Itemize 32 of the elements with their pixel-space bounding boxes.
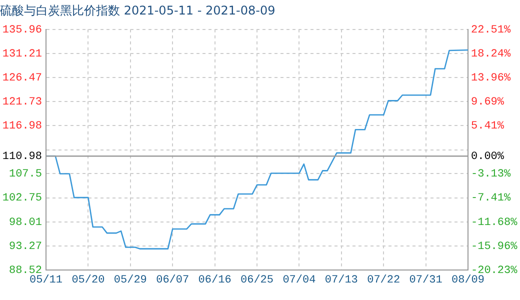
x-tick-label: 05/20 <box>72 274 105 287</box>
x-tick-label: 05/29 <box>114 274 147 287</box>
y-tick-label: 121.73 <box>2 96 42 108</box>
y-tick-label: 131.21 <box>2 48 42 60</box>
x-tick-label: 06/16 <box>198 274 232 287</box>
y2-tick-label: 9.69% <box>471 96 504 108</box>
x-tick-label: 06/07 <box>156 274 190 287</box>
x-tick-label: 07/31 <box>409 274 443 287</box>
y2-tick-label: 18.24% <box>471 48 512 60</box>
y-tick-label: 98.01 <box>8 216 42 229</box>
chart-title: 硫酸与白炭黑比价指数 2021-05-11 - 2021-08-09 <box>0 3 276 18</box>
y-tick-label: 116.98 <box>2 120 42 133</box>
y-tick-label: 93.27 <box>8 240 42 253</box>
x-tick-label: 07/13 <box>324 274 358 287</box>
y2-tick-label: -7.41% <box>471 192 512 205</box>
x-tick-label: 06/25 <box>240 274 274 287</box>
y-tick-label: 107.5 <box>8 168 42 181</box>
y2-tick-label: -11.68% <box>471 216 518 229</box>
x-tick-label: 05/11 <box>29 274 63 287</box>
y2-tick-label: 5.41% <box>471 120 504 133</box>
y2-tick-label: -3.13% <box>471 168 512 181</box>
y-tick-label: 126.47 <box>2 72 42 84</box>
x-tick-label: 07/04 <box>282 274 316 287</box>
y-tick-label: 135.96 <box>2 24 42 36</box>
y2-tick-label: -15.96% <box>471 240 518 253</box>
y-tick-label: 102.75 <box>2 192 42 205</box>
x-tick-label: 08/09 <box>451 274 485 287</box>
y2-tick-label: 13.96% <box>471 72 512 84</box>
y2-tick-label: 0.00% <box>471 151 504 164</box>
y-tick-label: 110.98 <box>2 150 42 163</box>
y2-tick-label: 22.51% <box>471 24 512 36</box>
x-tick-label: 07/22 <box>367 274 400 287</box>
